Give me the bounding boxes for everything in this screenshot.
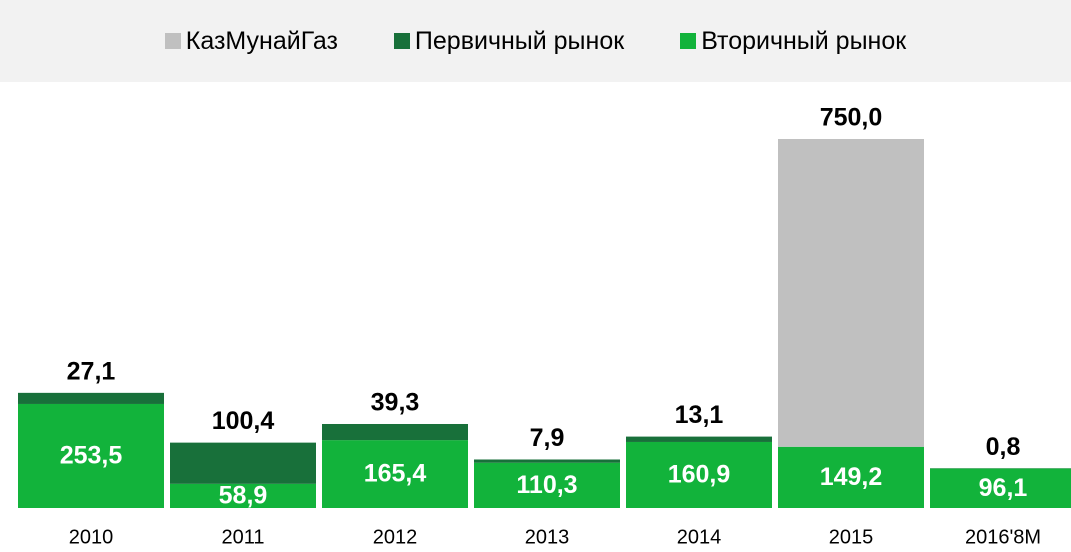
data-label: 165,4 <box>364 460 427 488</box>
bar-segment <box>778 139 924 447</box>
bar-segment <box>474 462 620 508</box>
data-label: 149,2 <box>820 463 883 491</box>
x-tick-label: 2011 <box>221 526 264 548</box>
data-label: 13,1 <box>675 401 724 429</box>
legend-label: КазМунайГаз <box>185 26 338 55</box>
bar-segment <box>18 403 164 508</box>
data-label: 96,1 <box>979 474 1028 502</box>
legend-item: КазМунайГаз <box>164 26 338 56</box>
legend-item: Первичный рынок <box>393 26 625 56</box>
x-tick-label: 2013 <box>525 526 570 548</box>
data-label: 7,9 <box>530 424 565 452</box>
data-label: 27,1 <box>67 357 116 385</box>
x-tick-label: 2015 <box>829 526 874 548</box>
data-label: 160,9 <box>668 461 731 489</box>
data-label: 0,8 <box>986 433 1021 461</box>
legend: КазМунайГаз Первичный рынок Вторичный рыно… <box>0 0 1071 82</box>
bar-segment <box>170 442 316 484</box>
legend-swatch <box>164 33 181 49</box>
bar-segment <box>170 483 316 508</box>
legend-swatch <box>680 33 697 49</box>
bar-segment <box>322 440 468 508</box>
x-tick-label: 2010 <box>69 526 114 548</box>
data-label: 750,0 <box>820 104 883 132</box>
bar-segment <box>18 392 164 404</box>
x-tick-label: 2014 <box>677 526 722 548</box>
bar-segment <box>930 468 1071 508</box>
data-label: 253,5 <box>60 442 123 470</box>
bar-segment <box>322 423 468 441</box>
bar-segment <box>474 459 620 463</box>
legend-item: Вторичный рынок <box>680 27 906 56</box>
x-tick-label: 2012 <box>373 526 418 548</box>
legend-label: Вторичный рынок <box>701 26 907 55</box>
data-label: 110,3 <box>516 471 577 499</box>
data-label: 39,3 <box>371 389 420 417</box>
bar-segment <box>626 441 772 508</box>
legend-label: Первичный рынок <box>414 26 625 55</box>
bar-segment <box>778 446 924 508</box>
data-label: 100,4 <box>212 407 275 435</box>
x-tick-label: 2016'8M <box>965 526 1041 548</box>
data-label: 58,9 <box>219 482 268 510</box>
legend-swatch <box>393 33 410 49</box>
bar-segment <box>626 436 772 442</box>
